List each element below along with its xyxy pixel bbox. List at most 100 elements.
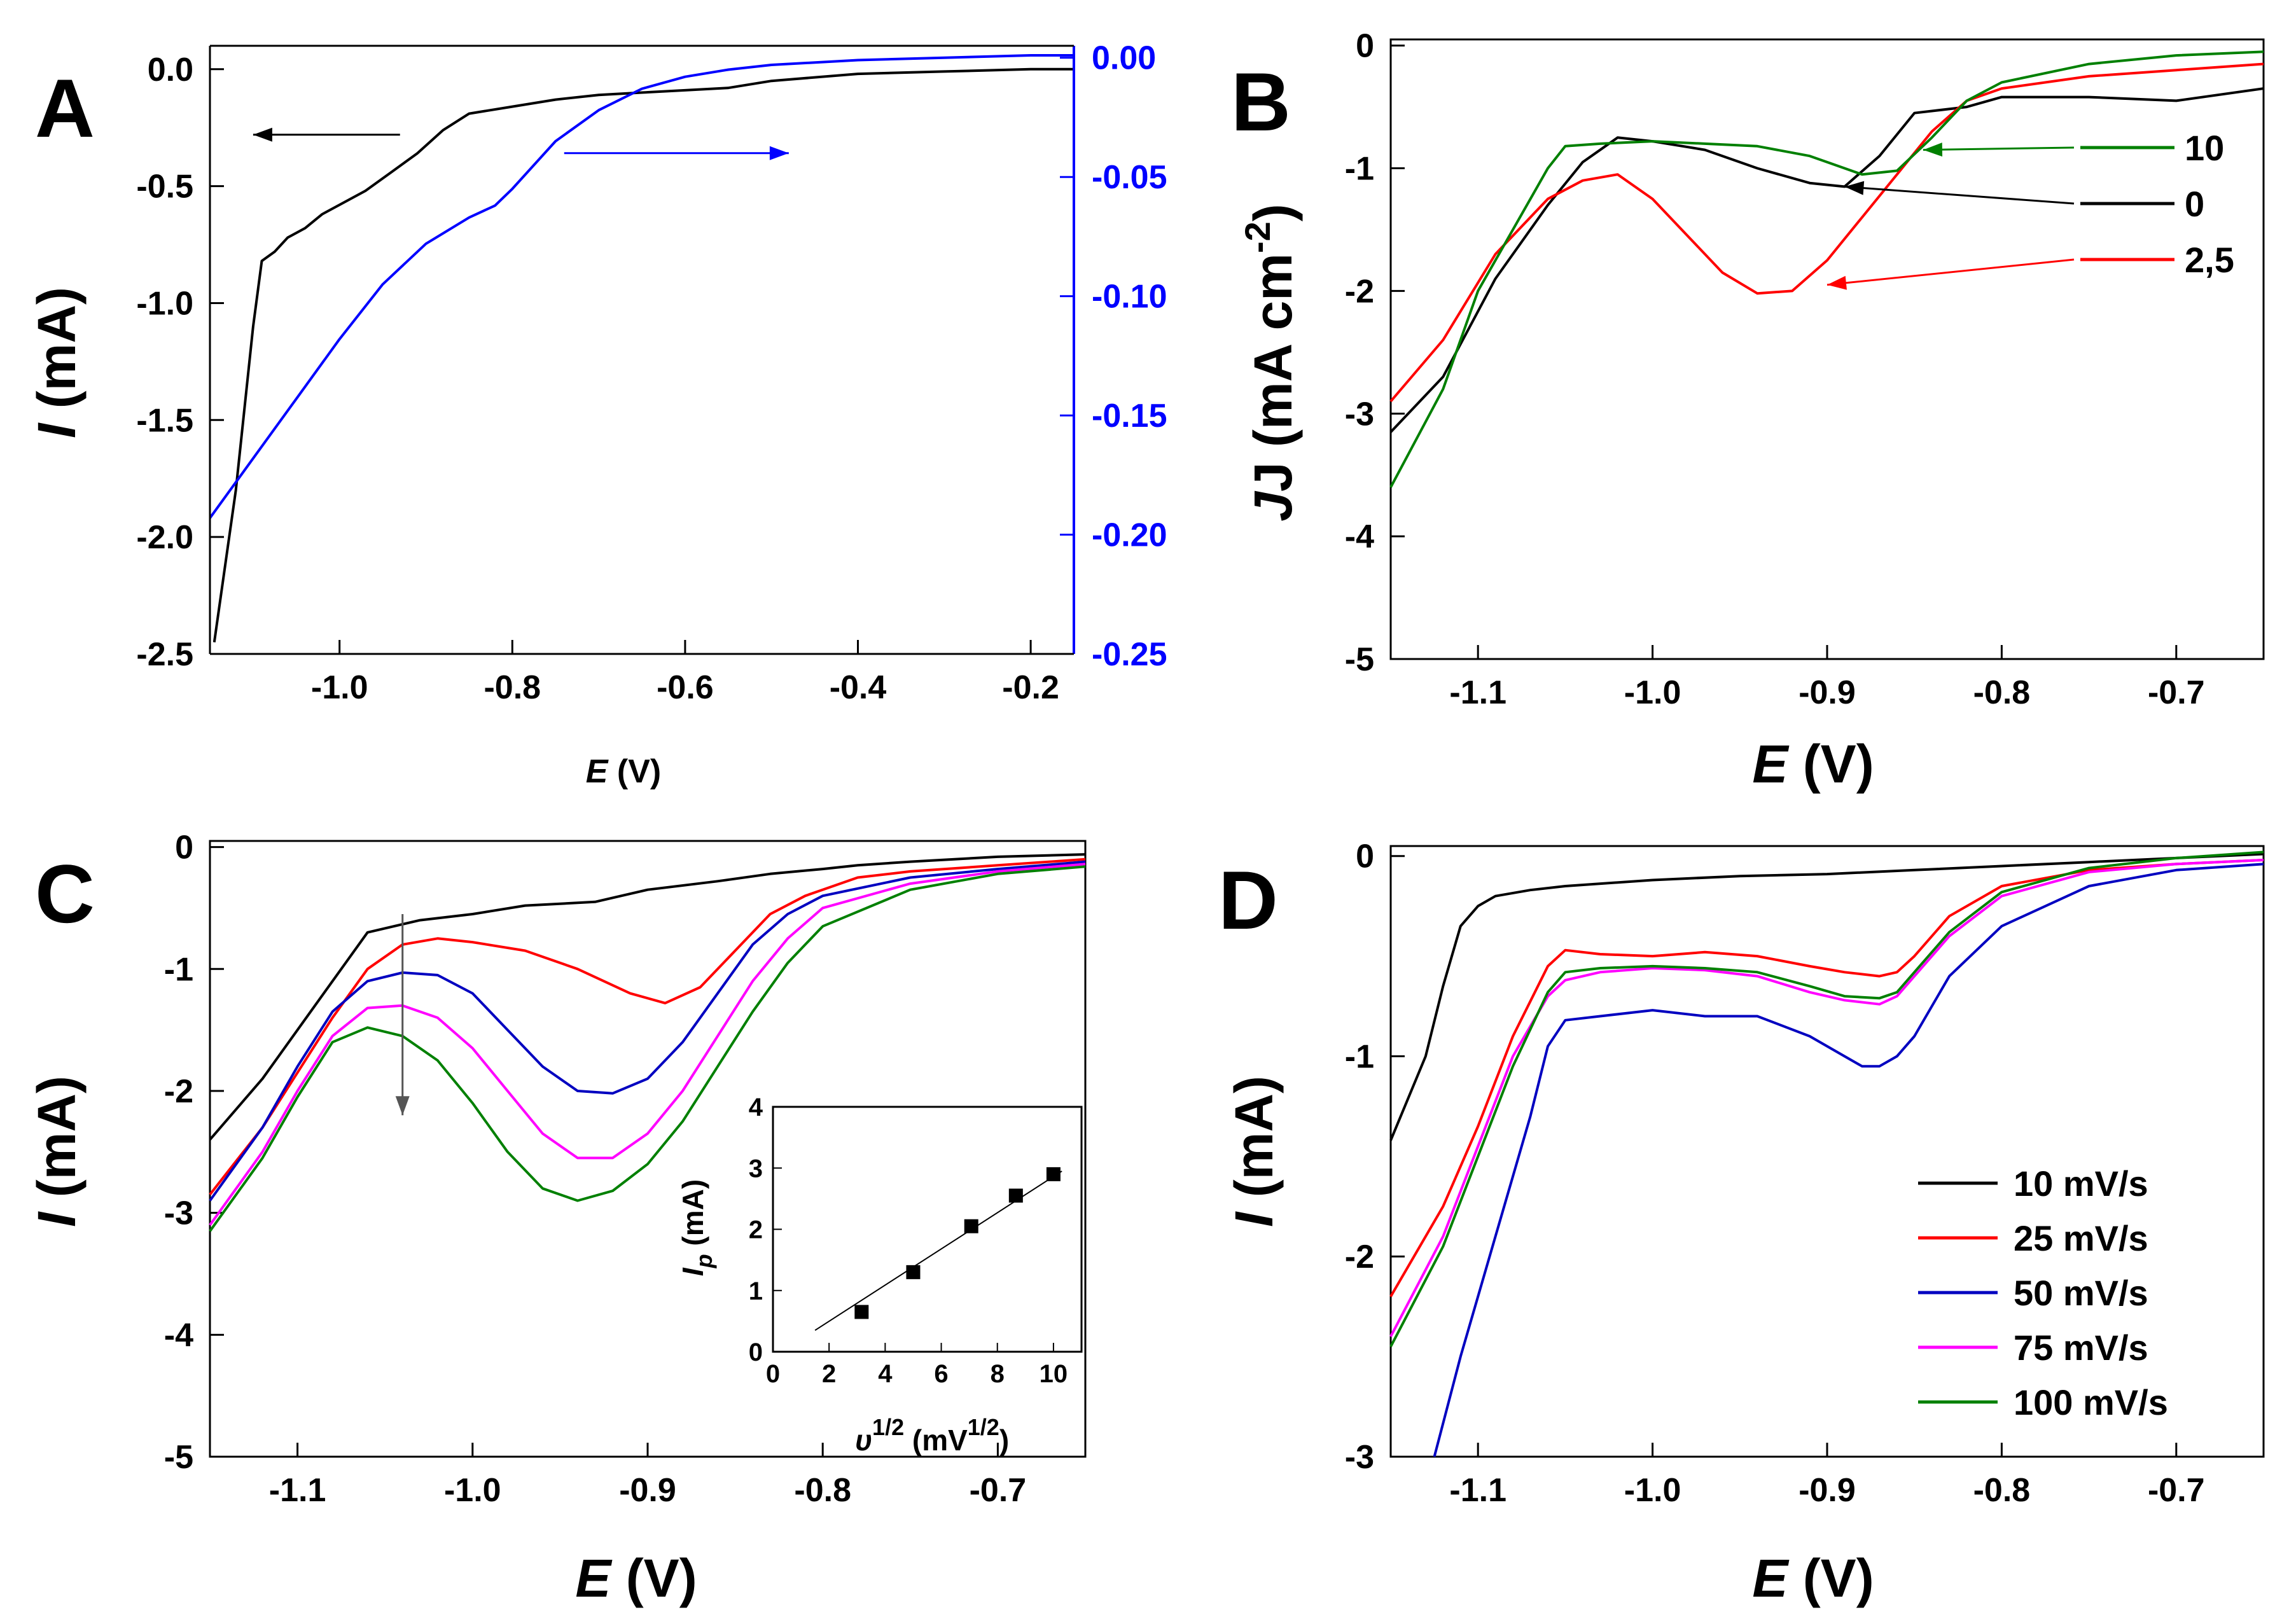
y-axis-title-d: I (mA) (1224, 1076, 1284, 1227)
legend-label-d: 75 mV/s (2014, 1328, 2148, 1368)
inset-x-tick-label: 2 (822, 1360, 836, 1388)
inset-y-axis-title: Ip (mA) (676, 1179, 717, 1276)
panel-b: B E (V) JJ (mA cm-2) -1.1 -1.0 -0.9 -0.8 -0.… (1231, 28, 2265, 794)
y-axis-title-b-sup: -2 (1237, 221, 1277, 253)
inset-x-tick-label: 10 (1040, 1360, 1068, 1388)
inset-x-tick-label: 4 (878, 1360, 893, 1388)
x-tick-label-a: -0.4 (830, 669, 887, 706)
series-line-c-3 (209, 863, 1086, 1226)
inset-x-axis-title: υ1/2 (mV1/2) (855, 1414, 1009, 1457)
x-tick-label-c: -0.7 (970, 1472, 1027, 1509)
series-line-a-1 (209, 54, 1074, 519)
x-tick-label-b: -0.8 (1973, 674, 2031, 711)
inset-x-title-close: ) (999, 1424, 1009, 1457)
inset-y-tick-label: 1 (749, 1277, 763, 1305)
legend-label-b: 2,5 (2185, 240, 2234, 280)
y-tick-label-c: -4 (164, 1317, 193, 1354)
panel-d: D E (V) I (mA) -1.1 -1.0 -0.9 -0.8 -0.7 -3 -2 -… (1218, 838, 2265, 1608)
inset-frame (772, 1106, 1083, 1353)
pointer-line-b (1844, 185, 2075, 205)
inset-data-point (1046, 1167, 1061, 1181)
arrow-head-a-0 (253, 127, 272, 142)
y-axis-title-b: JJ (mA cm-2) (1237, 204, 1303, 522)
x-tick-label-d: -1.1 (1449, 1472, 1506, 1509)
series-line-d-4 (1389, 850, 2264, 1347)
x-tick-label-c: -0.9 (619, 1472, 676, 1509)
x-tick-label-c: -0.8 (794, 1472, 851, 1509)
inset-y-title-unit: (mA) (676, 1179, 709, 1254)
series-line-b-0 (1389, 87, 2264, 433)
panel-letter-c: C (35, 847, 95, 940)
legend-label-d: 25 mV/s (2014, 1218, 2148, 1258)
y-tick-label-b: -5 (1345, 641, 1374, 678)
y-tick-label-d: -3 (1345, 1439, 1374, 1476)
y-axis-title-a: I (mA) (27, 287, 87, 438)
y-tick-label-c: -2 (164, 1073, 193, 1110)
series-line-a-0 (212, 67, 1074, 642)
y-tick-label-a: -2.0 (136, 519, 193, 556)
legend-label-b: 10 (2185, 128, 2224, 168)
x-tick-label-a: -1.0 (311, 669, 368, 706)
legend-label-d: 50 mV/s (2014, 1273, 2148, 1313)
legend-label-b: 0 (2185, 184, 2204, 224)
y-tick-label-a: -1.0 (136, 285, 193, 322)
x-tick-label-a: -0.2 (1002, 669, 1059, 706)
x-tick-label-b: -1.0 (1624, 674, 1681, 711)
y-tick-label-a: -1.5 (136, 402, 193, 439)
inset-x-title-unit-sup: 1/2 (968, 1414, 999, 1440)
pointer-head-b (1844, 181, 1865, 195)
x-tick-label-a: -0.6 (657, 669, 714, 706)
panel-letter-a: A (35, 62, 95, 155)
y-tick-label-b: -3 (1345, 396, 1374, 433)
series-line-d-1 (1389, 859, 2264, 1298)
y-tick-label-c: -5 (164, 1439, 193, 1476)
y-tick-label-b: -4 (1345, 518, 1374, 555)
y2-tick-label-a: -0.20 (1092, 517, 1167, 554)
inset-x-title-unit: (mV (904, 1424, 968, 1457)
inset-y-tick-label: 0 (749, 1338, 763, 1366)
y-tick-label-c: -3 (164, 1195, 193, 1232)
x-tick-label-d: -0.9 (1798, 1472, 1856, 1509)
x-axis-title-c: E (V) (575, 1548, 697, 1608)
y-tick-label-d: -2 (1345, 1239, 1374, 1275)
y-tick-label-b: -1 (1345, 151, 1374, 188)
y2-tick-label-a: -0.05 (1092, 159, 1167, 196)
panel-a: A E (V) I (mA) -1.0 -0.8 -0.6 -0.4 -0.2 -2.5 -… (27, 40, 1167, 790)
series-line-b-1 (1389, 62, 2264, 403)
inset-x-title-base: υ (855, 1424, 872, 1457)
x-tick-label-b: -0.9 (1798, 674, 1856, 711)
y-tick-label-b: 0 (1356, 28, 1374, 65)
y-tick-label-d: -1 (1345, 1038, 1374, 1075)
pointer-head-b (1827, 275, 1847, 290)
x-tick-label-a: -0.8 (484, 669, 541, 706)
x-tick-label-b: -1.1 (1449, 674, 1506, 711)
y-tick-label-c: 0 (175, 829, 193, 866)
x-tick-label-d: -0.8 (1973, 1472, 2031, 1509)
y2-tick-label-a: -0.15 (1092, 398, 1167, 434)
series-line-c-1 (209, 857, 1086, 1196)
x-axis-title-b: E (V) (1752, 734, 1874, 794)
y-tick-label-a: 0.0 (148, 52, 193, 88)
inset-data-point (1008, 1188, 1023, 1203)
y-axis-title-b-symbol: J (1243, 490, 1303, 522)
inset-y-tick-label: 2 (749, 1216, 763, 1244)
inset-y-tick-label: 3 (749, 1155, 763, 1183)
x-tick-label-d: -1.0 (1624, 1472, 1681, 1509)
inset-x-tick-label: 6 (934, 1360, 948, 1388)
inset-y-tick-label: 4 (749, 1093, 763, 1121)
y-tick-label-b: -2 (1345, 273, 1374, 310)
y-tick-label-c: -1 (164, 951, 193, 988)
inset-x-tick-label: 8 (991, 1360, 1005, 1388)
inset-y-title-sub: p (691, 1254, 717, 1268)
x-tick-label-b: -0.7 (2148, 674, 2205, 711)
y-tick-label-d: 0 (1356, 838, 1374, 875)
panel-c: C E (V) I (mA) -1.1 -1.0 -0.9 -0.8 -0.7 -5 -4 -… (27, 829, 1087, 1608)
inset-x-title-sup: 1/2 (872, 1414, 904, 1440)
series-line-d-2 (1433, 863, 2264, 1457)
series-line-c-0 (209, 853, 1086, 1141)
series-line-d-0 (1389, 852, 2264, 1141)
series-line-d-3 (1389, 859, 2264, 1338)
arrow-head-a-1 (769, 146, 789, 160)
panel-letter-b: B (1231, 55, 1291, 148)
